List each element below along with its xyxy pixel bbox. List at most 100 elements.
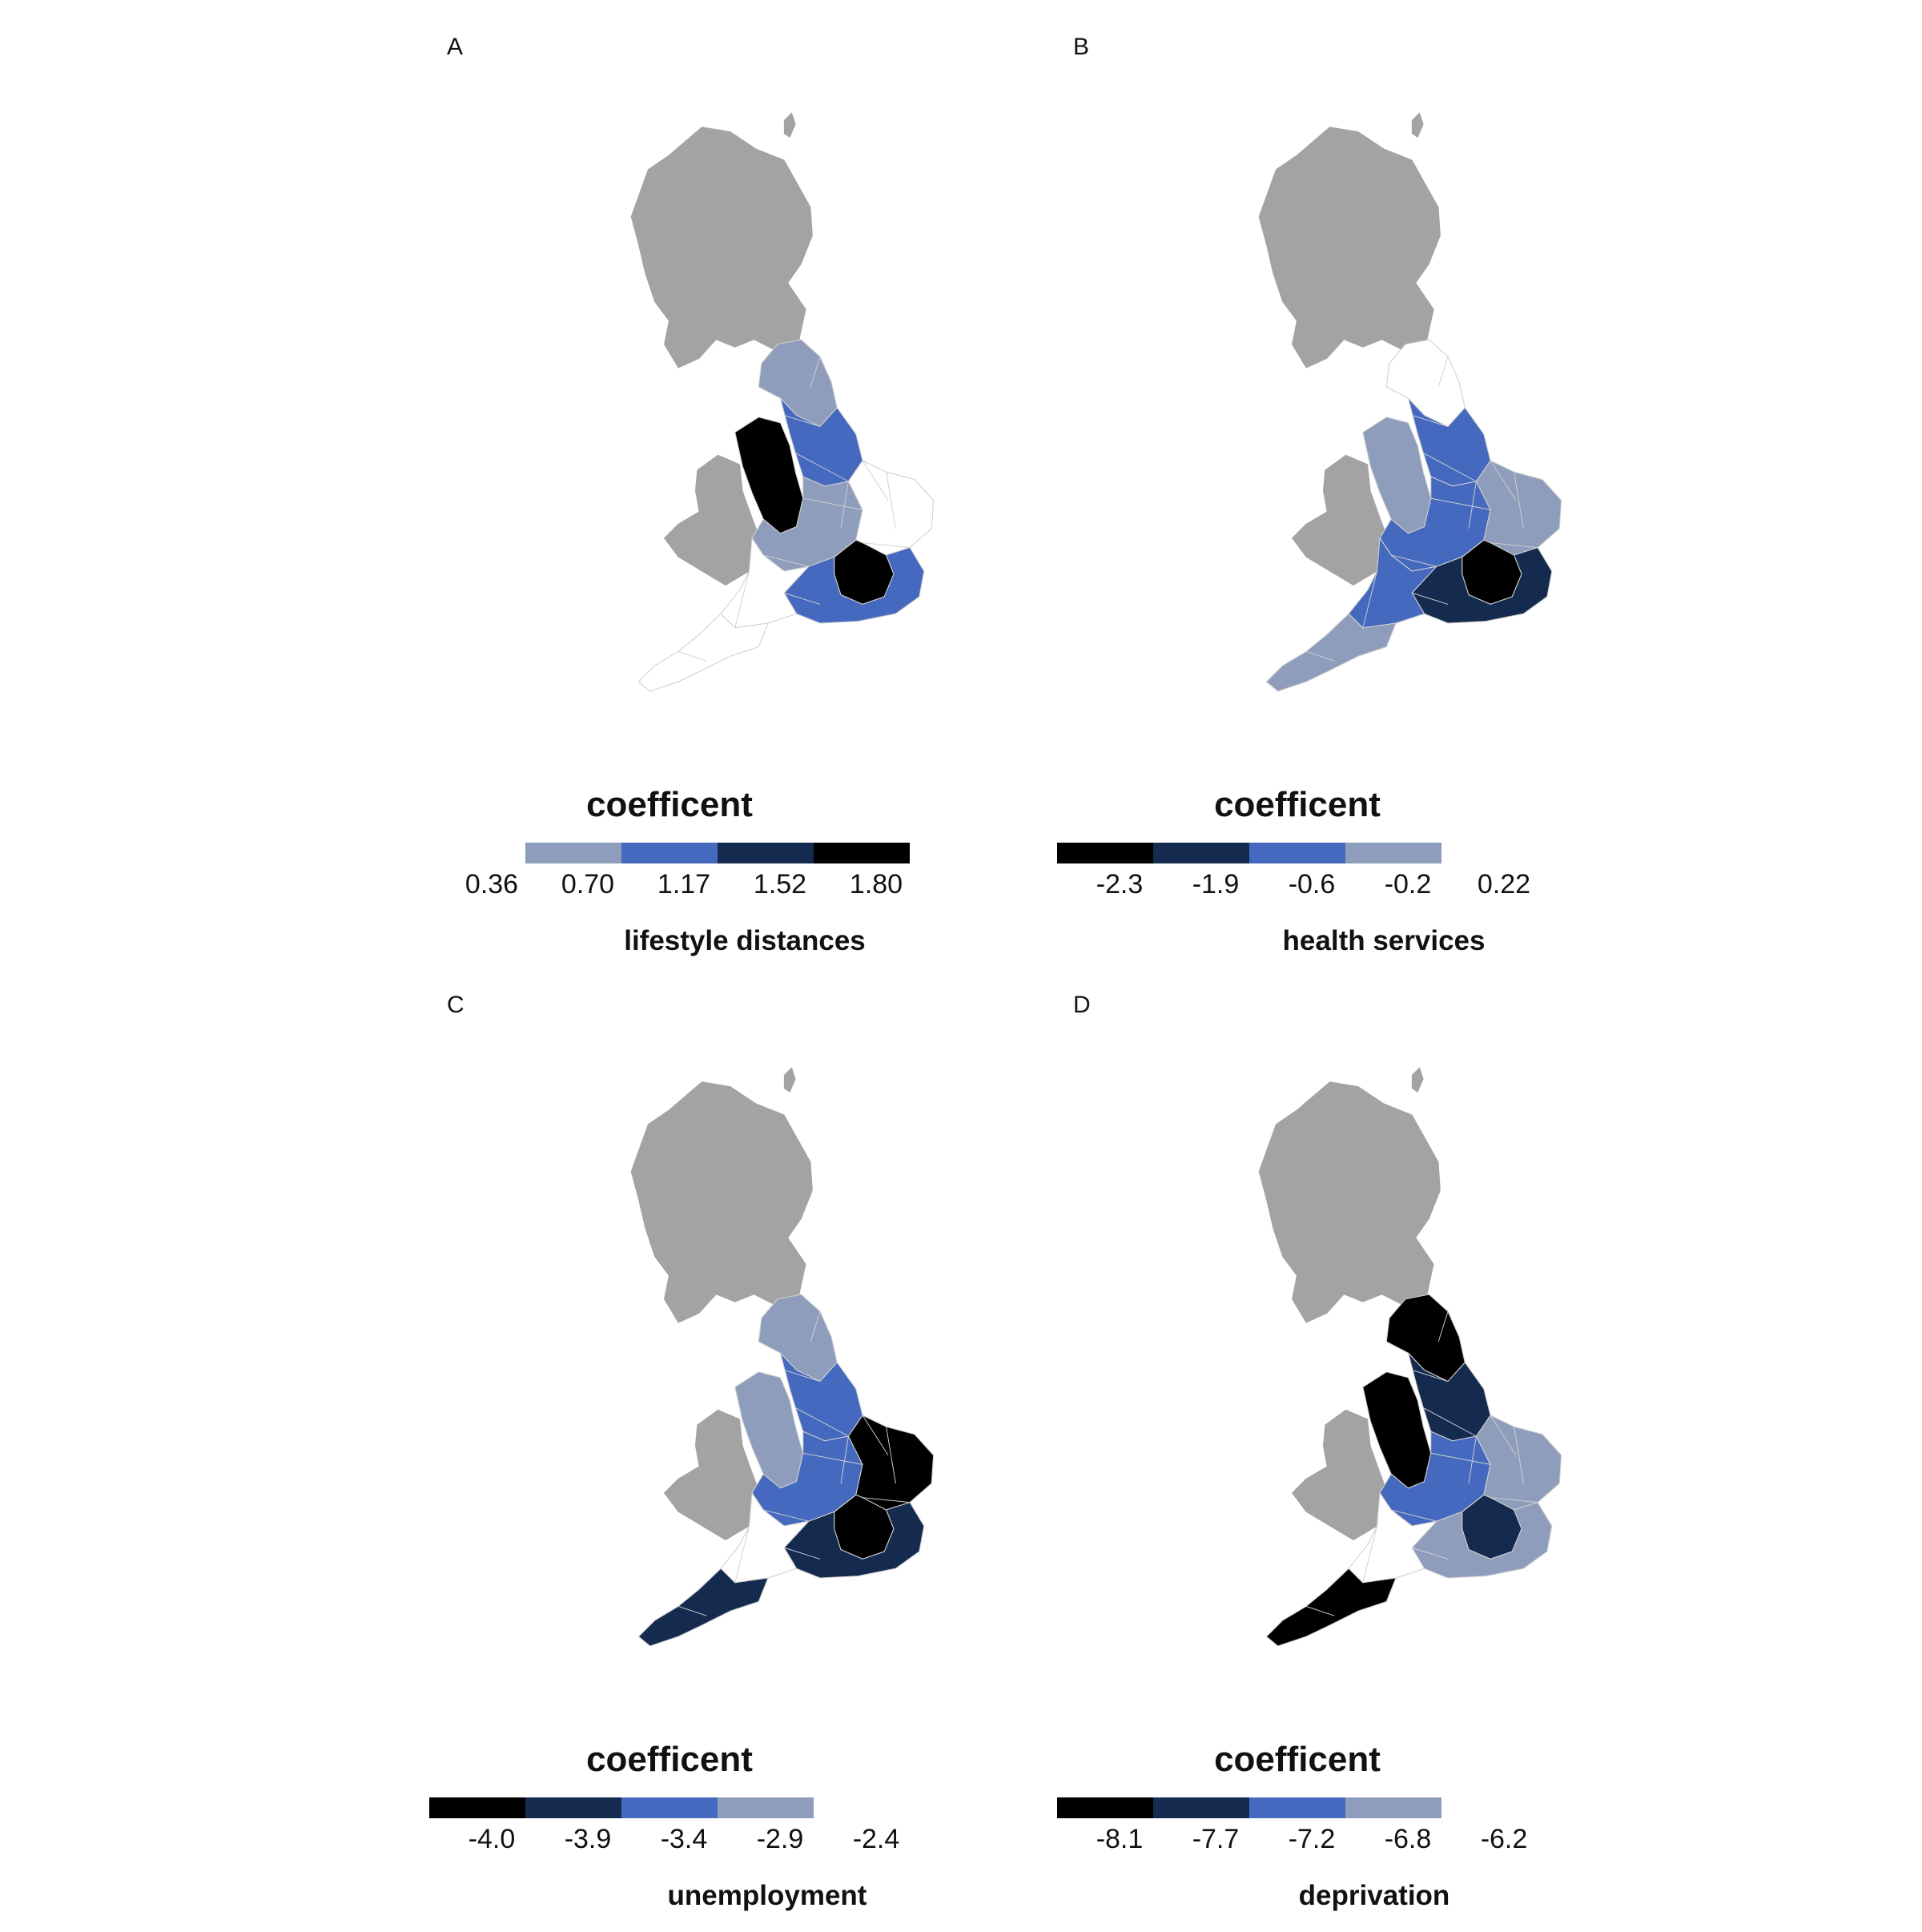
legend-colorbar: [429, 843, 910, 863]
district-boundary: [1362, 1525, 1377, 1584]
district-boundary: [1490, 1415, 1517, 1455]
region-scotland: [1258, 127, 1441, 368]
legend-swatch: [814, 843, 910, 863]
district-boundary: [1362, 570, 1377, 629]
legend-tick-label: 1.52: [753, 869, 807, 900]
legend-tick-label: -1.9: [1192, 869, 1240, 900]
region-north: [758, 339, 838, 428]
legend-title: coefficent: [586, 1740, 753, 1779]
legend-colorbar: [429, 1797, 910, 1818]
uk-map: [630, 112, 935, 692]
region-shetland: [1411, 1067, 1424, 1093]
map-panel-c: [630, 1067, 935, 1647]
map-panel-d: [1258, 1067, 1562, 1647]
region-shetland: [1411, 112, 1424, 138]
district-boundary: [862, 460, 889, 501]
district-boundary: [1305, 1605, 1335, 1616]
panel-b: B coefficent -2.3 -1.9 -0.6 -0.2 0.22 health…: [1044, 16, 1845, 977]
panel-letter: C: [447, 992, 464, 1018]
region-shetland: [783, 112, 796, 138]
variable-label: lifestyle distances: [624, 925, 866, 956]
legend-swatch: [621, 1797, 718, 1818]
district-boundary: [795, 1407, 849, 1437]
district-boundary: [1437, 356, 1449, 388]
variable-label: health services: [1282, 925, 1486, 956]
legend-colorbar: [1057, 1797, 1538, 1818]
region-devon: [637, 1568, 769, 1647]
district-boundary: [1430, 1452, 1491, 1465]
region-scotland: [630, 127, 813, 368]
legend-swatch: [1153, 1797, 1249, 1818]
region-north: [758, 1294, 838, 1383]
district-boundary: [1490, 1497, 1538, 1503]
region-wales: [664, 454, 764, 586]
district-boundary: [784, 414, 821, 428]
region-southwest: [720, 1492, 810, 1584]
district-boundary: [1391, 554, 1437, 567]
legend-tick-label: -2.9: [756, 1824, 804, 1854]
legend-tick-label: -3.9: [564, 1824, 612, 1854]
variable-label: deprivation: [1298, 1880, 1450, 1911]
district-boundary: [1423, 453, 1477, 482]
legend-tick-label: -0.2: [1384, 869, 1432, 900]
legend-swatch: [525, 843, 621, 863]
region-southwest: [720, 537, 810, 629]
legend-title: coefficent: [1214, 1740, 1381, 1779]
map-panel-b: [1258, 112, 1562, 692]
district-boundary: [1391, 1509, 1437, 1522]
district-boundary: [763, 1509, 809, 1522]
district-boundary: [1490, 460, 1517, 501]
district-boundary: [763, 554, 809, 567]
district-boundary: [802, 497, 863, 510]
variable-label: unemployment: [667, 1880, 867, 1911]
legend-tick-label: -4.0: [468, 1824, 516, 1854]
region-shetland: [783, 1067, 796, 1093]
district-boundary: [810, 356, 821, 388]
region-east: [1475, 460, 1562, 556]
district-boundary: [734, 570, 750, 629]
uk-map: [1258, 112, 1562, 692]
district-boundary: [678, 1605, 707, 1616]
panel-letter: D: [1073, 992, 1091, 1018]
legend-swatch: [1153, 843, 1249, 863]
district-boundary: [784, 592, 821, 605]
region-scotland: [630, 1081, 813, 1323]
district-boundary: [886, 472, 896, 529]
district-boundary: [802, 1452, 863, 1465]
region-wales: [1292, 1409, 1392, 1541]
district-boundary: [862, 542, 911, 549]
legend-tick-label: -0.6: [1288, 869, 1336, 900]
district-boundary: [1514, 472, 1524, 529]
district-boundary: [784, 1369, 821, 1383]
legend-title: coefficent: [586, 785, 753, 824]
district-boundary: [862, 1415, 889, 1455]
legend-swatch: [1442, 843, 1538, 863]
legend-swatch: [525, 1797, 621, 1818]
region-southwest: [1348, 537, 1437, 629]
district-boundary: [862, 1497, 911, 1503]
district-boundary: [1412, 592, 1449, 605]
district-boundary: [1468, 481, 1477, 529]
legend-swatch: [718, 843, 814, 863]
legend-tick-label: -6.2: [1480, 1824, 1528, 1854]
legend-swatch: [1057, 843, 1153, 863]
legend-swatch: [1249, 1797, 1345, 1818]
legend-colorbar: [1057, 843, 1538, 863]
district-boundary: [678, 650, 707, 662]
legend-tick-label: -7.7: [1192, 1824, 1240, 1854]
legend-swatch: [429, 843, 525, 863]
district-boundary: [1412, 1369, 1449, 1383]
region-north: [1385, 339, 1466, 428]
legend-swatch: [1345, 843, 1442, 863]
legend-tick-label: -6.8: [1384, 1824, 1432, 1854]
legend-swatch: [814, 1797, 910, 1818]
region-devon: [637, 613, 769, 692]
panel-d: D coefficent -8.1 -7.7 -7.2 -6.8 -6.2 depriv…: [1044, 971, 1845, 1932]
district-boundary: [734, 1525, 750, 1584]
district-boundary: [1423, 1407, 1477, 1437]
panel-letter: A: [447, 34, 464, 60]
region-north: [1385, 1294, 1466, 1383]
district-boundary: [840, 1435, 849, 1484]
district-boundary: [840, 481, 849, 529]
district-boundary: [795, 453, 849, 482]
